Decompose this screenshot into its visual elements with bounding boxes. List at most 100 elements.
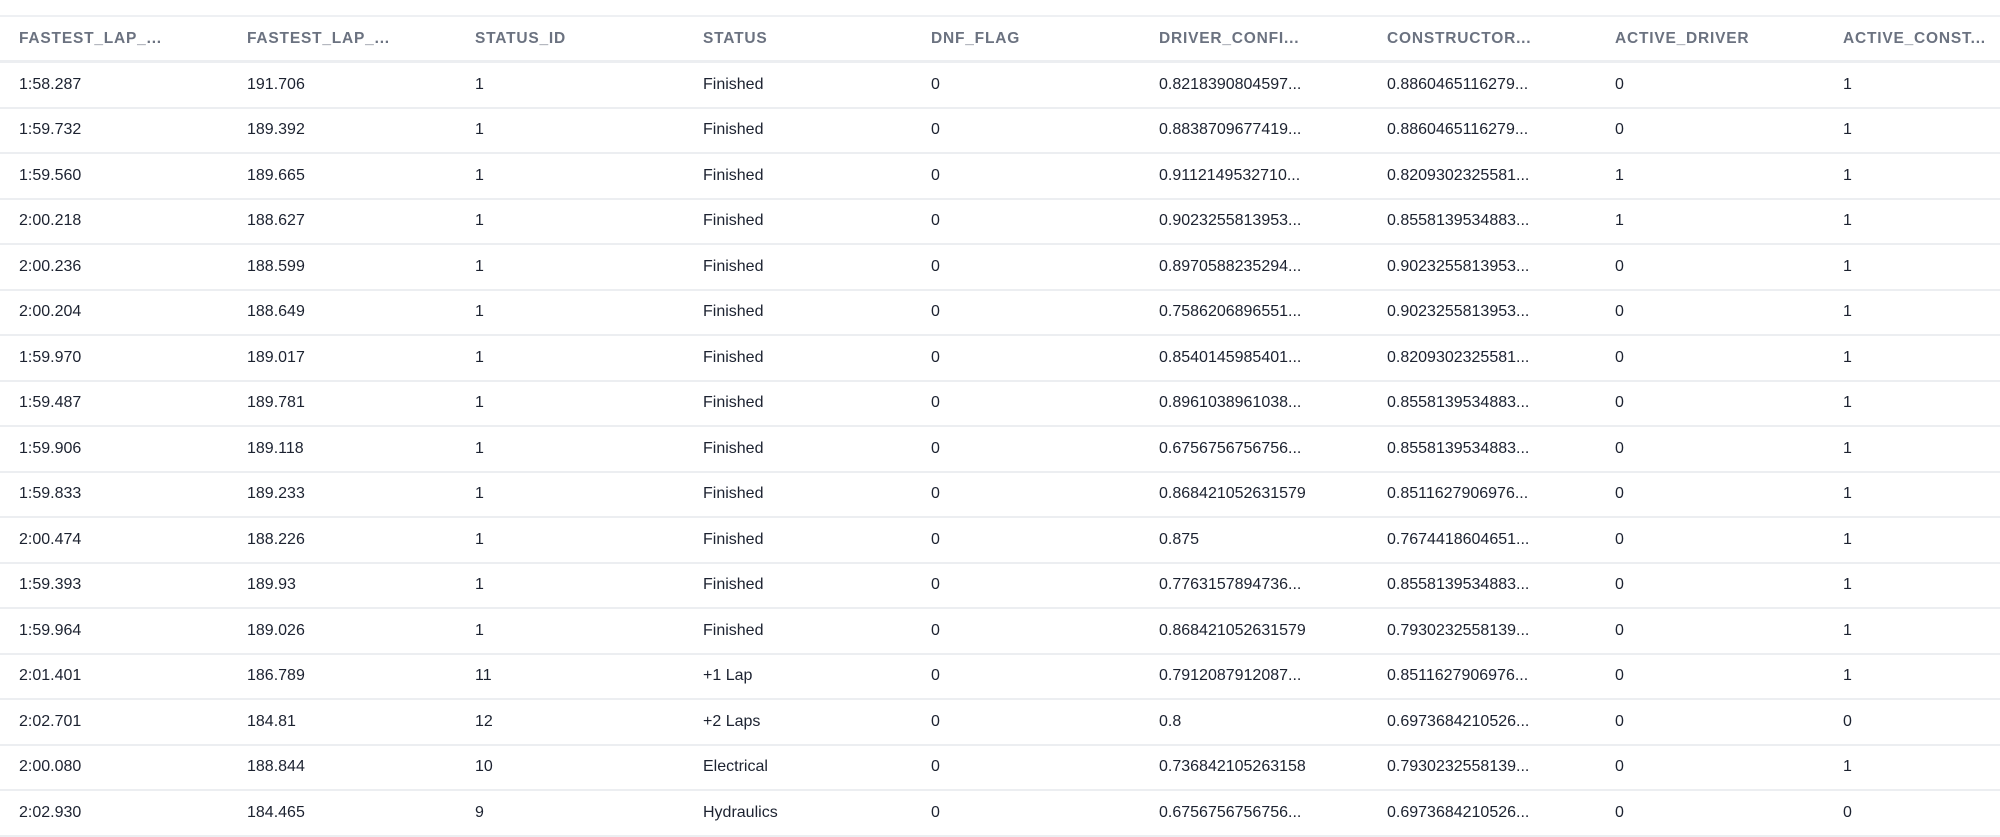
table-cell: 0.868421052631579 xyxy=(1159,621,1306,639)
table-cell: 0 xyxy=(1615,485,1624,503)
table-cell: 189.93 xyxy=(247,576,296,594)
table-cell: 0.9023255813953... xyxy=(1159,212,1302,230)
table-cell: 1 xyxy=(1843,348,1852,366)
column-header[interactable]: FASTEST_LAP_... xyxy=(19,29,162,47)
table-row[interactable]: 2:02.930 184.465 9 Hydraulics 0 0.67567567567… xyxy=(0,791,2000,837)
table-cell: 0.6973684210526... xyxy=(1387,803,1530,821)
table-cell: 0.875 xyxy=(1159,530,1200,548)
table-cell: 186.789 xyxy=(247,667,305,685)
table-cell: 1:59.833 xyxy=(19,485,82,503)
table-cell: 188.627 xyxy=(247,212,305,230)
table-cell: 0 xyxy=(1615,439,1624,457)
table-cell: Finished xyxy=(703,576,764,594)
table-cell: Finished xyxy=(703,394,764,412)
table-cell: 1 xyxy=(1843,121,1852,139)
table-cell: 1 xyxy=(1843,212,1852,230)
table-cell: 1 xyxy=(475,257,484,275)
table-cell: 0.8558139534883... xyxy=(1387,439,1530,457)
table-cell: 1:59.560 xyxy=(19,166,82,184)
table-cell: 0 xyxy=(931,530,940,548)
table-cell: 0 xyxy=(931,212,940,230)
table-row[interactable]: 2:00.474 188.226 1 Finished 0 0.875 0.76744186… xyxy=(0,518,2000,564)
table-cell: 0 xyxy=(931,712,940,730)
table-cell: 1 xyxy=(475,530,484,548)
column-header[interactable]: DNF_FLAG xyxy=(931,29,1021,47)
table-cell: 0.9112149532710... xyxy=(1159,166,1301,184)
table-cell: 1 xyxy=(475,485,484,503)
table-cell: 1 xyxy=(1843,166,1852,184)
table-cell: 1 xyxy=(1843,257,1852,275)
table-cell: 0 xyxy=(1615,712,1624,730)
column-header[interactable]: DRIVER_CONFI... xyxy=(1159,29,1300,47)
table-row[interactable]: 1:59.906 189.118 1 Finished 0 0.6756756756756… xyxy=(0,427,2000,473)
table-cell: 0.8970588235294... xyxy=(1159,257,1302,275)
table-cell: 0.8558139534883... xyxy=(1387,394,1530,412)
table-cell: 0.7930232558139... xyxy=(1387,621,1530,639)
table-row[interactable]: 1:59.487 189.781 1 Finished 0 0.8961038961038… xyxy=(0,382,2000,427)
table-cell: Finished xyxy=(703,348,764,366)
table-row[interactable]: 1:59.732 189.392 1 Finished 0 0.8838709677419… xyxy=(0,109,2000,154)
table-cell: 1:58.287 xyxy=(19,75,82,93)
table-cell: 1:59.970 xyxy=(19,348,82,366)
table-cell: 0.6756756756756... xyxy=(1159,803,1302,821)
table-row[interactable]: 2:00.080 188.844 10 Electrical 0 0.7368421052… xyxy=(0,746,2000,791)
table-cell: 0 xyxy=(931,621,940,639)
table-cell: Finished xyxy=(703,621,764,639)
table-row[interactable]: 1:59.560 189.665 1 Finished 0 0.9112149532710… xyxy=(0,154,2000,200)
table-cell: 0 xyxy=(1615,758,1624,776)
table-cell: 184.81 xyxy=(247,712,296,730)
table-cell: 0.8558139534883... xyxy=(1387,576,1530,594)
table-cell: 1:59.487 xyxy=(19,394,82,412)
table-cell: 1 xyxy=(475,121,484,139)
table-row[interactable]: 2:00.236 188.599 1 Finished 0 0.8970588235294… xyxy=(0,245,2000,291)
table-cell: 1:59.906 xyxy=(19,439,82,457)
table-cell: 1 xyxy=(475,348,484,366)
table-cell: 1 xyxy=(475,166,484,184)
table-cell: 0 xyxy=(1615,348,1624,366)
table-cell: 1 xyxy=(475,303,484,321)
table-cell: Finished xyxy=(703,75,764,93)
column-header[interactable]: FASTEST_LAP_... xyxy=(247,29,390,47)
table-cell: 189.392 xyxy=(247,121,305,139)
table-cell: 1 xyxy=(1615,212,1624,230)
table-row[interactable]: 1:59.964 189.026 1 Finished 0 0.8684210526315… xyxy=(0,609,2000,655)
table-cell: 0 xyxy=(931,166,940,184)
column-header[interactable]: ACTIVE_CONST... xyxy=(1843,29,1986,47)
table-cell: 0 xyxy=(1615,530,1624,548)
table-row[interactable]: 1:58.287 191.706 1 Finished 0 0.8218390804597… xyxy=(0,63,2000,109)
table-cell: 1 xyxy=(475,75,484,93)
table-row[interactable]: 2:00.204 188.649 1 Finished 0 0.7586206896551… xyxy=(0,291,2000,336)
table-cell: 0.8218390804597... xyxy=(1159,75,1302,93)
table-row[interactable]: 1:59.970 189.017 1 Finished 0 0.8540145985401… xyxy=(0,336,2000,382)
table-row[interactable]: 2:01.401 186.789 11 +1 Lap 0 0.7912087912087.… xyxy=(0,655,2000,700)
table-cell: 2:00.204 xyxy=(19,303,82,321)
table-cell: 0 xyxy=(931,303,940,321)
table-row[interactable]: 1:59.393 189.93 1 Finished 0 0.7763157894736.… xyxy=(0,564,2000,609)
table-cell: 0 xyxy=(1615,803,1624,821)
table-cell: 0 xyxy=(931,485,940,503)
table-cell: 188.599 xyxy=(247,257,305,275)
table-cell: 1 xyxy=(475,212,484,230)
table-cell: Finished xyxy=(703,121,764,139)
table-cell: 0 xyxy=(931,758,940,776)
table-cell: 0.868421052631579 xyxy=(1159,485,1306,503)
table-cell: 0.9023255813953... xyxy=(1387,257,1530,275)
column-header[interactable]: ACTIVE_DRIVER xyxy=(1615,29,1750,47)
table-cell: +2 Laps xyxy=(703,712,761,730)
table-cell: 0 xyxy=(1615,257,1624,275)
column-header[interactable]: STATUS xyxy=(703,29,768,47)
table-row[interactable]: 1:59.833 189.233 1 Finished 0 0.8684210526315… xyxy=(0,473,2000,518)
column-header[interactable]: CONSTRUCTOR... xyxy=(1387,29,1532,47)
table-cell: 0.8860465116279... xyxy=(1387,75,1529,93)
table-cell: 191.706 xyxy=(247,75,305,93)
column-header[interactable]: STATUS_ID xyxy=(475,29,567,47)
table-cell: Finished xyxy=(703,166,764,184)
table-cell: 189.026 xyxy=(247,621,305,639)
table-cell: Finished xyxy=(703,303,764,321)
table-row[interactable]: 2:02.701 184.81 12 +2 Laps 0 0.8 0.69736842105… xyxy=(0,700,2000,746)
table-cell: 9 xyxy=(475,803,484,821)
table-cell: 0 xyxy=(1615,121,1624,139)
table-cell: 1 xyxy=(1843,394,1852,412)
table-row[interactable]: 2:00.218 188.627 1 Finished 0 0.9023255813953… xyxy=(0,200,2000,245)
table-cell: 1 xyxy=(1843,758,1852,776)
